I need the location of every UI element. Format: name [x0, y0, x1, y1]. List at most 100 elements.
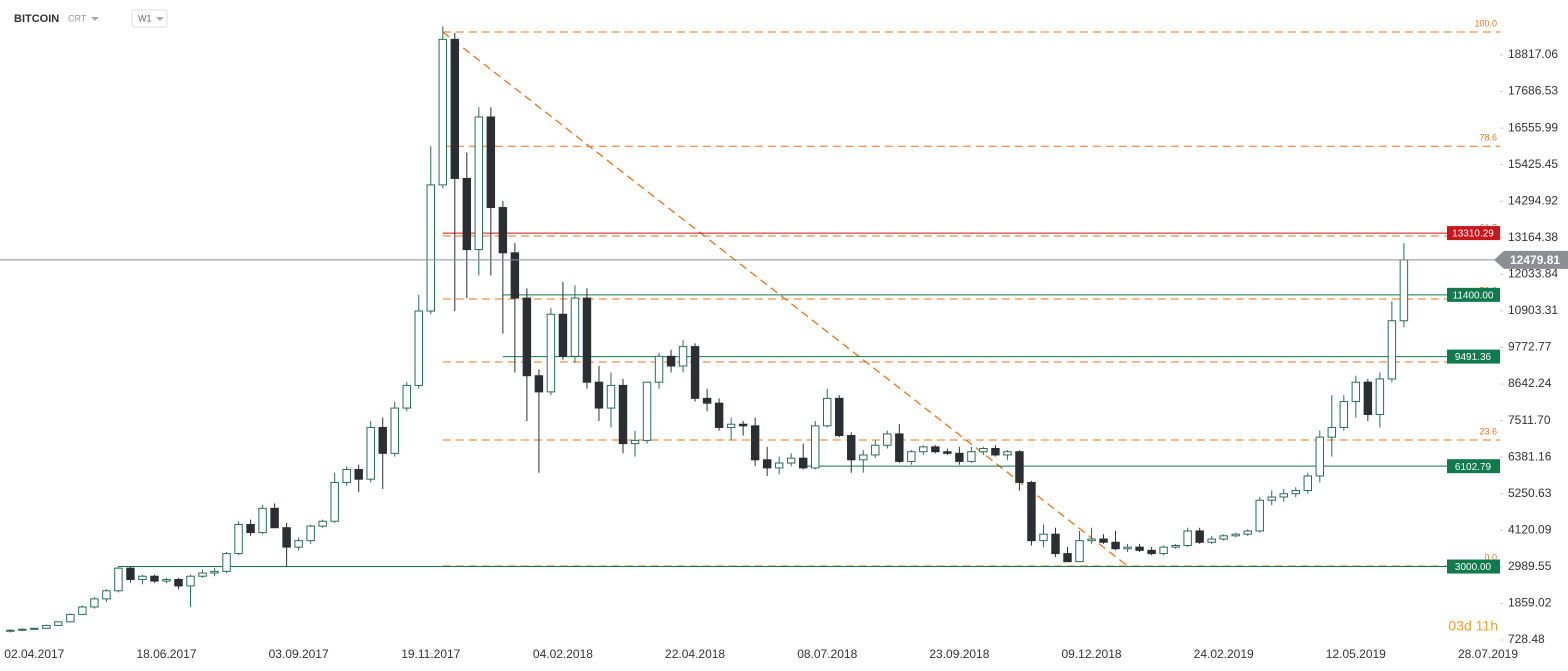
x-tick-label: 09.12.2018	[1062, 647, 1122, 661]
candle-body	[1063, 553, 1072, 563]
candle-body	[1183, 530, 1192, 547]
y-tick-label: 5250.63	[1508, 486, 1552, 500]
level-label: 3000.00	[1455, 562, 1492, 573]
candle-body	[354, 469, 363, 480]
level-box	[1447, 459, 1500, 474]
x-tick-label: 02.04.2017	[4, 647, 64, 661]
candle-body	[738, 423, 748, 427]
candle-body	[1099, 538, 1108, 543]
candle-body	[246, 523, 255, 534]
candle-body	[606, 384, 616, 409]
x-tick-label: 22.04.2018	[665, 647, 725, 661]
candle-body	[955, 452, 964, 462]
y-tick-label: 17686.53	[1508, 84, 1558, 98]
candle-body	[1039, 533, 1048, 542]
y-tick-label: 12033.84	[1508, 267, 1558, 281]
y-tick-label: 14294.92	[1508, 193, 1558, 207]
candle-body	[18, 628, 27, 631]
candle-body	[1003, 451, 1012, 456]
candle-body	[1255, 499, 1264, 532]
x-tick-label: 28.07.2019	[1458, 647, 1518, 661]
candle-body	[1075, 540, 1084, 563]
x-tick-label: 18.06.2017	[136, 647, 196, 661]
source: CRT	[68, 13, 87, 23]
candle-body	[762, 459, 772, 469]
candle-body	[1195, 530, 1204, 543]
candle-body	[6, 629, 15, 632]
y-tick-label: 728.48	[1508, 632, 1545, 646]
x-tick-label: 04.02.2018	[533, 647, 593, 661]
candle-body	[895, 433, 904, 462]
candle-body	[726, 423, 736, 428]
candle-body	[750, 425, 760, 461]
y-tick-label: 2989.55	[1508, 559, 1552, 573]
candle-body	[366, 426, 375, 480]
candle-body	[438, 38, 448, 186]
level-label: 11400.00	[1453, 290, 1494, 301]
fib-label: 23.6	[1479, 426, 1497, 436]
candle-body	[258, 507, 267, 534]
candle-body	[270, 507, 279, 529]
fib-label: 0.0	[1484, 552, 1497, 562]
candle-body	[774, 462, 784, 469]
candle-body	[798, 457, 808, 469]
candle-body	[138, 575, 147, 580]
candle-body	[30, 627, 39, 630]
candle-body	[186, 575, 195, 587]
candle-body	[690, 346, 700, 399]
fib-label: 78.6	[1479, 133, 1497, 143]
interval-select[interactable]	[131, 9, 168, 28]
candle-body	[198, 572, 207, 577]
candle-body	[1015, 451, 1024, 483]
candle-body	[943, 451, 952, 454]
candle-body	[534, 375, 544, 393]
candle-body	[462, 177, 472, 251]
y-tick-label: 7511.70	[1508, 413, 1551, 427]
candle-body	[835, 397, 844, 437]
candle-body	[570, 297, 580, 357]
y-tick-label: 18817.06	[1508, 47, 1558, 61]
y-tick-label: 15425.45	[1508, 157, 1558, 171]
candle-body	[847, 435, 856, 461]
candle-body	[546, 313, 556, 393]
level-box	[1447, 559, 1500, 574]
dropdown-icon	[91, 17, 99, 21]
candle-body	[931, 446, 940, 453]
candle-body	[510, 252, 520, 299]
candle-body	[967, 451, 976, 462]
x-tick-label: 24.02.2019	[1194, 647, 1254, 661]
candle-body	[1147, 549, 1156, 555]
x-tick-label: 08.07.2018	[797, 647, 857, 661]
candle-body	[642, 381, 652, 441]
candle-body	[1171, 545, 1180, 548]
level-label: 6102.79	[1455, 462, 1492, 473]
candle-body	[294, 540, 303, 548]
candle-body	[234, 523, 243, 555]
candle-body	[126, 567, 135, 580]
candle-body	[66, 613, 75, 623]
candle-body	[654, 355, 664, 383]
level-label: 13310.29	[1452, 229, 1494, 240]
x-tick-label: 12.05.2019	[1326, 647, 1386, 661]
candle-body	[1363, 381, 1373, 416]
candle-body	[390, 407, 399, 454]
candle-body	[90, 598, 99, 608]
candle-body	[42, 624, 51, 629]
candle-body	[1231, 533, 1240, 537]
level-box	[1447, 287, 1500, 302]
candle-body	[306, 525, 315, 542]
candle-body	[174, 578, 183, 587]
candle-body	[414, 310, 423, 386]
candle-body	[522, 297, 532, 377]
candle-body	[102, 590, 111, 600]
candle-body	[498, 207, 508, 254]
candle-body	[702, 397, 712, 404]
interval: W1	[138, 13, 152, 23]
candle-body	[630, 439, 640, 445]
candle-body	[666, 355, 676, 367]
level-box	[1447, 226, 1500, 241]
dropdown-icon	[156, 17, 164, 21]
candle-body	[859, 454, 868, 461]
candle-body	[1399, 259, 1409, 322]
candle-body	[162, 578, 171, 582]
